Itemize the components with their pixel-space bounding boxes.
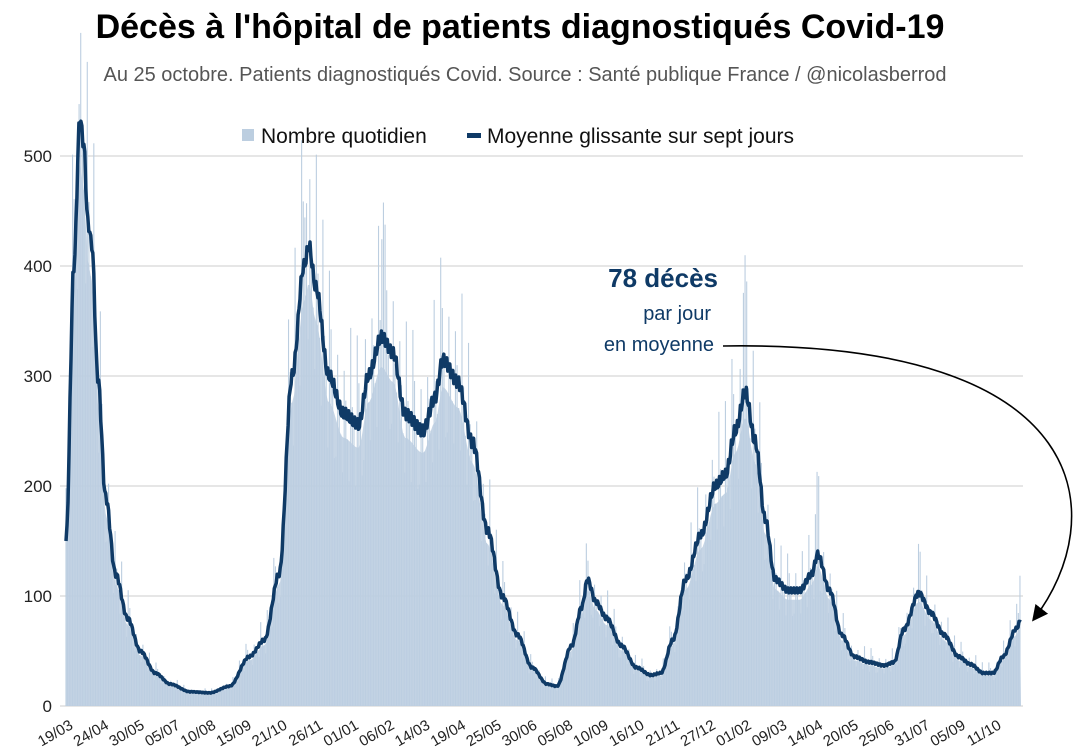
y-tick-label: 0 (43, 697, 52, 716)
x-tick-label: 05/08 (535, 717, 576, 750)
x-tick-label: 11/10 (964, 717, 1004, 750)
annotation-arrow (722, 345, 1073, 622)
legend: Nombre quotidien Moyenne glissante sur s… (242, 125, 794, 148)
x-tick-label: 25/05 (463, 717, 504, 750)
annotation-line1: par jour (643, 303, 711, 325)
x-tick-label: 30/05 (106, 717, 147, 750)
y-tick-label: 100 (24, 587, 52, 606)
x-tick-label: 27/12 (678, 717, 719, 750)
legend-line-label: Moyenne glissante sur sept jours (487, 125, 794, 148)
x-tick-label: 19/04 (428, 717, 469, 750)
chart-subtitle: Au 25 octobre. Patients diagnostiqués Co… (103, 64, 947, 86)
x-tick-label: 19/03 (35, 717, 76, 750)
x-tick-label: 26/11 (286, 717, 326, 750)
x-tick-label: 06/02 (356, 717, 397, 750)
rolling-average-line (64, 119, 1022, 695)
y-tick-label: 300 (24, 367, 52, 386)
x-tick-label: 14/03 (392, 717, 433, 750)
x-tick-label: 31/07 (892, 717, 933, 750)
x-tick-label: 10/08 (178, 717, 219, 750)
y-axis-ticks: 0 100 200 300 400 500 (24, 147, 52, 716)
legend-line-swatch (467, 133, 481, 138)
x-tick-label: 16/10 (606, 717, 647, 750)
x-tick-label: 01/01 (321, 717, 362, 750)
x-tick-label: 09/03 (749, 717, 790, 750)
daily-bars (65, 32, 1021, 707)
y-tick-label: 200 (24, 477, 52, 496)
x-tick-label: 05/09 (928, 717, 969, 750)
y-tick-label: 500 (24, 147, 52, 166)
x-tick-label: 21/11 (643, 717, 683, 750)
grid-lines (60, 155, 1023, 707)
x-tick-label: 30/06 (499, 717, 540, 750)
x-tick-label: 20/05 (820, 717, 861, 750)
legend-bars-swatch (242, 129, 254, 141)
x-tick-label: 24/04 (71, 717, 112, 750)
x-axis-ticks: 19/0324/0430/0505/0710/0815/0921/1026/11… (35, 717, 1004, 750)
annotation-value: 78 décès (608, 263, 718, 293)
x-tick-label: 10/09 (570, 717, 611, 750)
daily-bars-area (66, 164, 1021, 706)
annotation-line2: en moyenne (604, 334, 714, 356)
annotation: 78 décès par jour en moyenne (604, 263, 1073, 622)
x-tick-label: 15/09 (213, 717, 254, 750)
y-tick-label: 400 (24, 257, 52, 276)
x-tick-label: 05/07 (142, 717, 183, 750)
x-tick-label: 01/02 (713, 717, 754, 750)
x-tick-label: 21/10 (249, 717, 290, 750)
x-tick-label: 14/04 (785, 717, 826, 750)
legend-bars-label: Nombre quotidien (261, 125, 427, 148)
chart-title: Décès à l'hôpital de patients diagnostiq… (95, 8, 945, 46)
x-tick-label: 25/06 (856, 717, 897, 750)
